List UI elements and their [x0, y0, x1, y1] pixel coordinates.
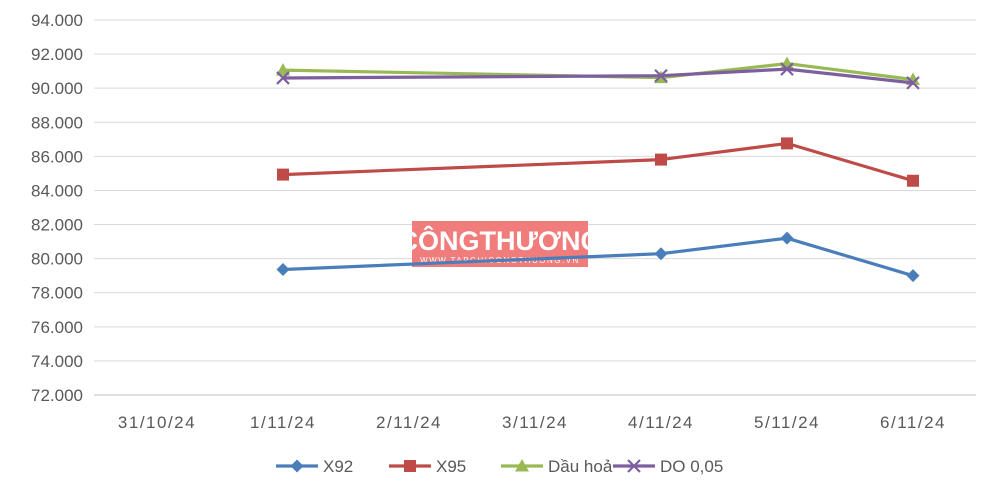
series-lines — [276, 56, 920, 283]
legend-label: X95 — [436, 457, 466, 476]
x-tick-label: 2/11/24 — [376, 413, 442, 432]
x-tick-label: 5/11/24 — [754, 413, 820, 432]
legend-item: DO 0,05 — [613, 457, 723, 476]
data-point — [781, 137, 793, 150]
series-line — [282, 141, 914, 183]
y-tick-label: 88.000 — [31, 113, 83, 132]
data-point — [906, 269, 920, 283]
data-point — [654, 247, 668, 261]
x-tick-label: 3/11/24 — [502, 413, 568, 432]
series-x92 — [276, 231, 920, 283]
y-tick-label: 94.000 — [31, 11, 83, 30]
x-tick-label: 6/11/24 — [880, 413, 946, 432]
y-tick-label: 90.000 — [31, 79, 83, 98]
legend-marker — [290, 459, 304, 473]
y-tick-label: 72.000 — [31, 386, 83, 405]
legend-marker — [627, 459, 641, 473]
y-tick-label: 86.000 — [31, 147, 83, 166]
data-point — [277, 168, 289, 181]
data-point — [655, 153, 667, 166]
y-tick-label: 80.000 — [31, 250, 83, 269]
legend-label: Dầu hoả — [548, 457, 613, 476]
y-tick-label: 76.000 — [31, 318, 83, 337]
x-axis-tick-labels: 31/10/24 1/11/24 2/11/24 3/11/24 4/11/24 5/11… — [118, 413, 946, 432]
legend-label: X92 — [323, 457, 353, 476]
legend: X92 X95 Dầu hoả DO 0,05 — [276, 457, 723, 476]
legend-marker — [404, 460, 416, 472]
series-line — [282, 61, 914, 82]
y-tick-label: 92.000 — [31, 45, 83, 64]
watermark-text: CÔNGTHƯƠNG — [399, 225, 602, 256]
data-point — [654, 68, 668, 83]
x-tick-label: 4/11/24 — [628, 413, 694, 432]
y-tick-label: 74.000 — [31, 352, 83, 371]
series-d-u-ho — [276, 56, 920, 85]
y-tick-label: 78.000 — [31, 284, 83, 303]
data-point — [780, 231, 794, 245]
legend-item: X95 — [389, 457, 466, 476]
legend-item: Dầu hoả — [501, 457, 613, 476]
series-x95 — [277, 137, 919, 187]
x-tick-label: 31/10/24 — [118, 413, 196, 432]
series-do-0-05 — [276, 62, 920, 90]
data-point — [906, 76, 920, 90]
y-tick-label: 82.000 — [31, 216, 83, 235]
series-line — [282, 67, 914, 85]
y-axis-tick-labels: 72.000 74.000 76.000 78.000 80.000 82.000 84.0… — [31, 11, 83, 405]
data-point — [907, 174, 919, 187]
data-point — [276, 71, 290, 85]
legend-label: DO 0,05 — [660, 457, 723, 476]
x-tick-label: 1/11/24 — [250, 413, 316, 432]
data-point — [276, 263, 290, 277]
legend-marker — [515, 459, 529, 472]
series-line — [282, 236, 914, 278]
y-tick-label: 84.000 — [31, 181, 83, 200]
legend-item: X92 — [276, 457, 353, 476]
data-point — [780, 62, 794, 76]
data-point — [276, 63, 290, 76]
